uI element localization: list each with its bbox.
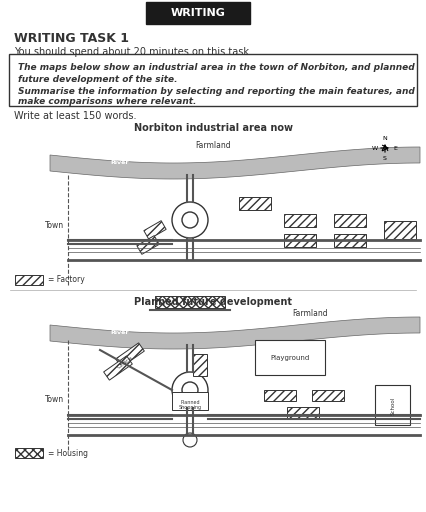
Polygon shape [50,147,420,179]
Text: S: S [383,156,387,160]
Text: Summarise the information by selecting and reporting the main features, and: Summarise the information by selecting a… [18,87,415,96]
Bar [193,354,207,376]
Bar [116,343,144,367]
Text: WRITING: WRITING [170,8,225,18]
Polygon shape [50,317,420,349]
Bar [172,392,208,410]
Text: Farmland: Farmland [292,309,328,317]
Text: Planned: Planned [180,399,200,404]
Bar [284,233,316,246]
Text: make comparisons where relevant.: make comparisons where relevant. [18,96,196,105]
Bar [334,214,366,226]
Bar [264,390,296,400]
Text: You should spend about 20 minutes on this task.: You should spend about 20 minutes on thi… [14,47,252,57]
Bar [384,221,416,239]
Bar [375,385,410,425]
Bar [284,214,316,226]
Text: = Housing: = Housing [48,449,88,458]
Text: N: N [383,136,387,140]
Text: Town: Town [46,221,65,229]
Text: Shopping: Shopping [178,404,201,410]
Text: Town: Town [46,395,65,404]
Bar [287,407,319,417]
Text: future development of the site.: future development of the site. [18,75,178,83]
FancyBboxPatch shape [146,2,250,24]
FancyBboxPatch shape [9,54,417,106]
Text: Write at least 150 words.: Write at least 150 words. [14,111,136,121]
Text: Norbiton industrial area now: Norbiton industrial area now [133,123,293,133]
Text: E: E [393,145,397,151]
Text: Playground: Playground [271,355,310,361]
Bar [137,236,159,254]
Text: WRITING TASK 1: WRITING TASK 1 [14,32,129,45]
Text: School: School [391,397,395,415]
Text: Planned future development: Planned future development [134,297,292,307]
Text: Farmland: Farmland [195,140,231,150]
Bar [312,390,344,400]
Text: W: W [372,145,378,151]
Bar [15,275,43,285]
Bar [334,233,366,246]
Text: The maps below show an industrial area in the town of Norbiton, and planned: The maps below show an industrial area i… [18,63,415,73]
Bar [239,197,271,209]
Text: Office: Office [116,356,134,370]
Bar [15,448,43,458]
Bar [155,296,225,308]
Bar [144,221,166,239]
Text: River: River [111,160,129,164]
Text: = Factory: = Factory [48,275,85,285]
Bar [104,356,132,380]
Text: River: River [111,330,129,334]
Bar [255,340,325,375]
